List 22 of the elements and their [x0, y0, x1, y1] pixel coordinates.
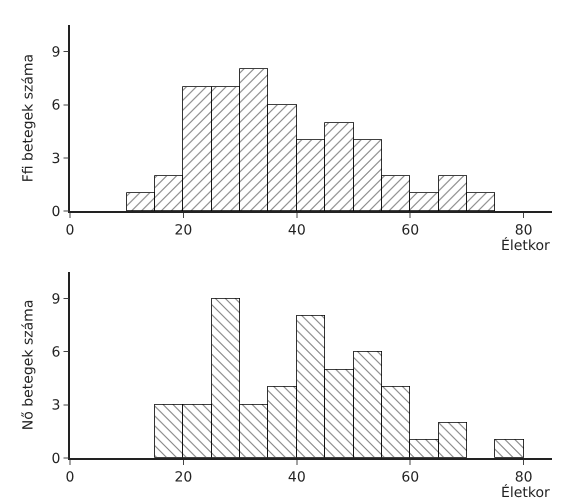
y-tick-label: 0 [52, 450, 60, 467]
y-tick-label: 6 [52, 98, 61, 114]
y-tick-label: 9 [52, 291, 60, 308]
x-tick-label: 40 [288, 470, 306, 486]
x-tick-label: 60 [401, 470, 420, 486]
x-tick-label: 20 [174, 470, 192, 486]
y-tick-label: 6 [52, 344, 61, 361]
y-tick-label: 0 [52, 204, 60, 220]
x-tick-label: 40 [288, 222, 306, 239]
y-axis-title: Nő betegek száma [20, 300, 37, 430]
x-tick-label: 0 [66, 470, 74, 486]
x-axis-title: Életkor [501, 484, 550, 501]
y-tick-label: 3 [52, 398, 60, 414]
x-tick-label: 60 [401, 222, 420, 239]
x-tick-label: 80 [514, 470, 533, 486]
y-axis-title: Ffi betegek száma [20, 54, 37, 182]
y-tick-label: 9 [52, 44, 60, 60]
y-tick-label: 3 [52, 150, 60, 167]
x-axis-title: Életkor [501, 237, 550, 254]
x-tick-label: 0 [66, 222, 74, 239]
x-tick-label: 80 [514, 222, 533, 239]
x-tick-label: 20 [174, 222, 192, 239]
